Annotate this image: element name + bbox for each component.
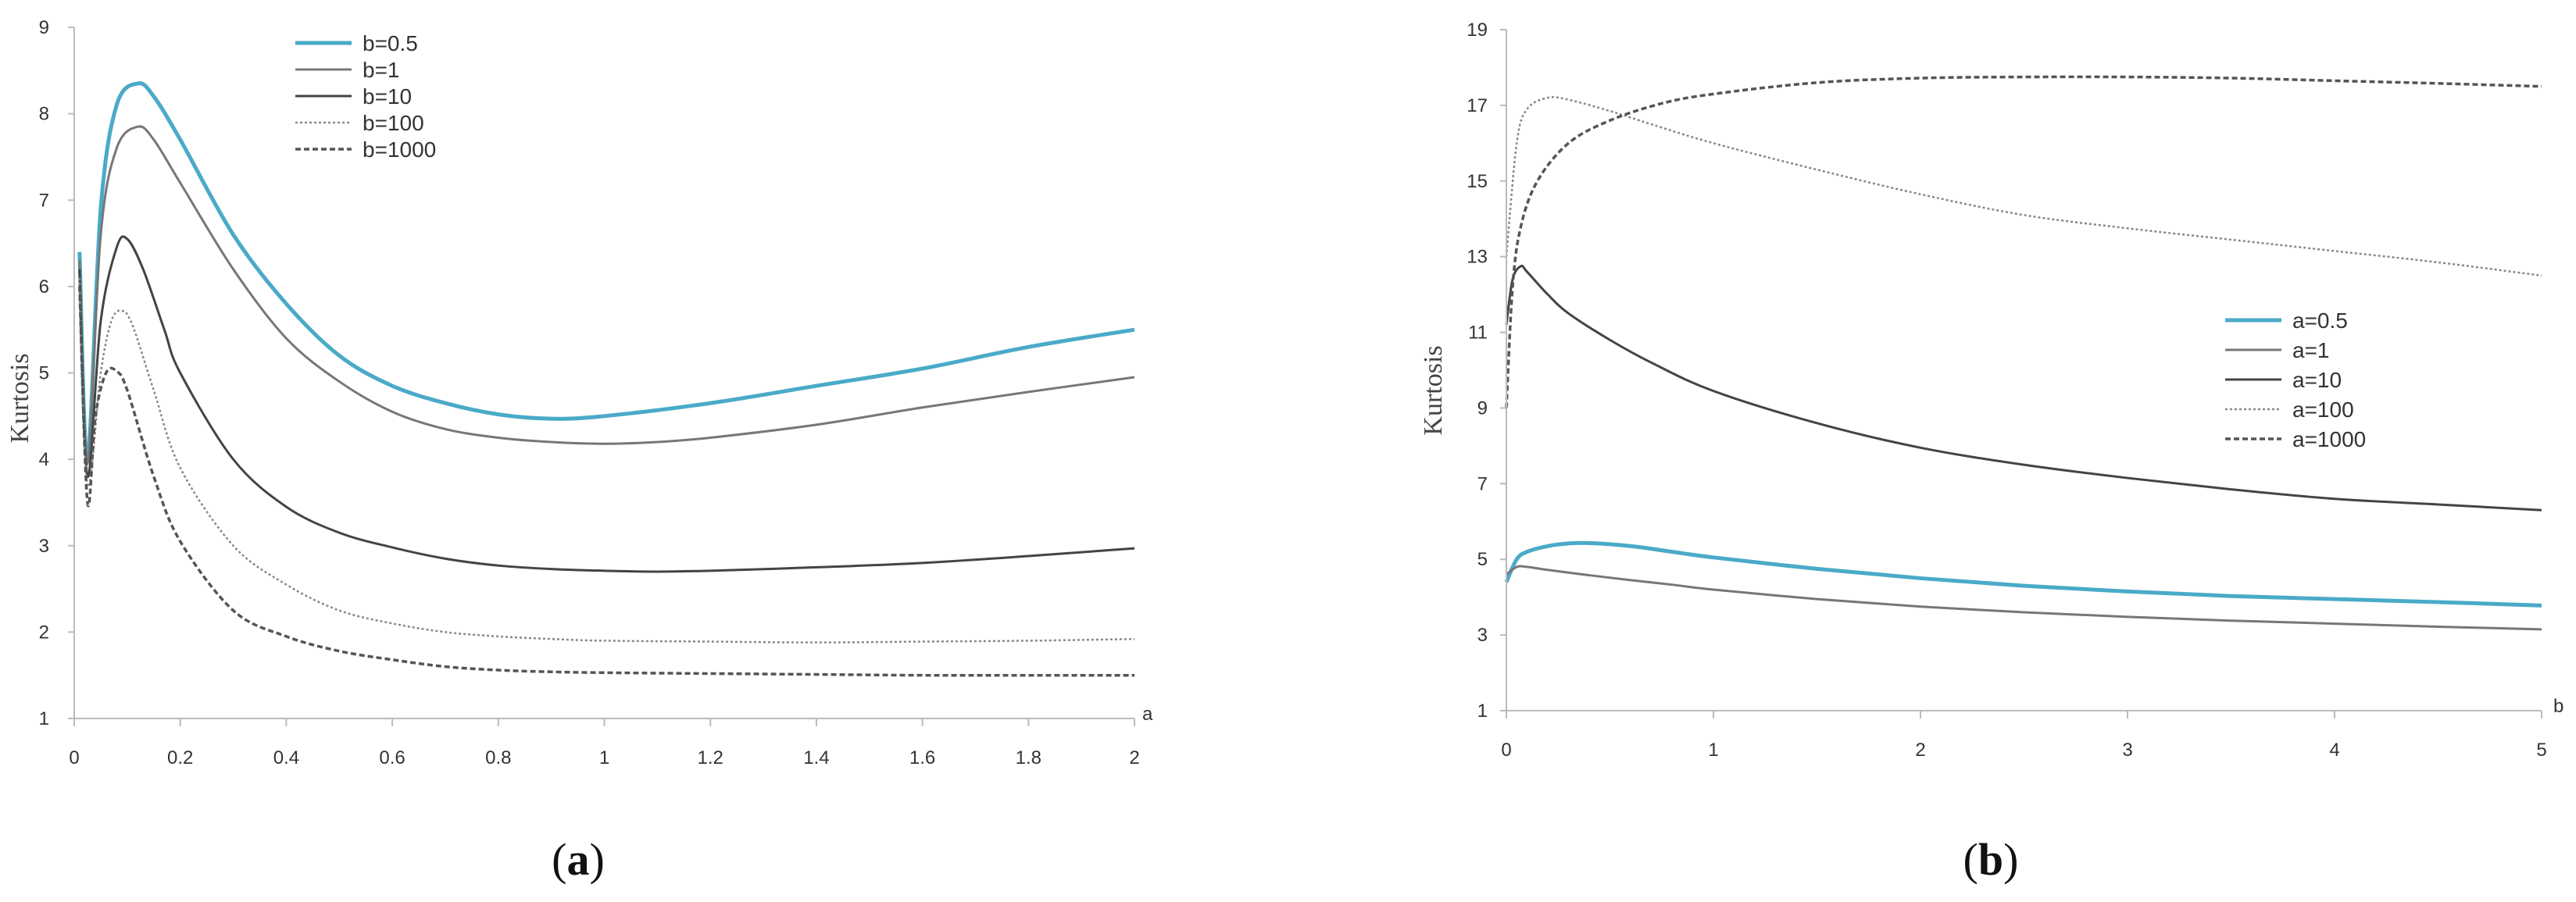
- x-tick-label: 1.4: [803, 747, 829, 768]
- x-tick-label: 2: [1129, 747, 1139, 768]
- legend-label: a=1000: [2292, 427, 2366, 451]
- chart-a-ylabel: Kurtosis: [5, 353, 34, 443]
- y-tick-label: 9: [39, 17, 49, 38]
- x-tick-label: 0.6: [379, 747, 405, 768]
- legend-label: a=1: [2292, 338, 2330, 362]
- series-line-a-0-5: [1504, 540, 2542, 608]
- y-tick-label: 17: [1467, 95, 1488, 116]
- y-tick-label: 7: [1477, 473, 1488, 494]
- legend-label: a=0.5: [2292, 308, 2348, 333]
- x-tick-label: 1: [599, 747, 609, 768]
- y-tick-label: 6: [39, 276, 49, 298]
- series-line-a-100: [1505, 96, 2542, 277]
- series-line-b-1: [78, 125, 1135, 465]
- y-tick-label: 2: [39, 622, 49, 643]
- y-tick-label: 1: [1477, 701, 1488, 722]
- legend-label: b=0.5: [363, 31, 418, 55]
- x-tick-label: 2: [1915, 740, 1925, 761]
- y-tick-label: 13: [1467, 247, 1488, 268]
- y-tick-label: 5: [39, 363, 49, 384]
- y-tick-label: 19: [1467, 20, 1488, 41]
- series-line-b-10: [78, 235, 1135, 573]
- x-tick-label: 0.8: [485, 747, 511, 768]
- x-tick-label: 1.6: [909, 747, 935, 768]
- chart-a: Kurtosis a 1 2 3 4 5 6 7 8 9 0 0.2 0.4 0.6 0.8 1 1.2 1.4…: [5, 17, 1153, 885]
- y-tick-label: 5: [1477, 549, 1488, 570]
- panel-label-a: (a): [552, 834, 605, 885]
- x-tick-label: 1: [1708, 740, 1718, 761]
- y-tick-label: 3: [39, 536, 49, 557]
- legend-label: b=1000: [363, 137, 436, 162]
- y-tick-label: 4: [39, 449, 49, 470]
- x-tick-label: 4: [2329, 740, 2339, 761]
- chart-a-xlabel: a: [1142, 704, 1153, 725]
- x-tick-label: 1.8: [1016, 747, 1041, 768]
- y-tick-label: 1: [39, 708, 49, 729]
- y-tick-label: 7: [39, 190, 49, 211]
- legend-label: a=10: [2292, 368, 2342, 392]
- series-line-a-1: [1506, 565, 2542, 631]
- x-tick-label: 0: [1501, 740, 1511, 761]
- series-line-a-1000: [1505, 75, 2542, 408]
- x-tick-label: 3: [2122, 740, 2132, 761]
- y-tick-label: 8: [39, 104, 49, 125]
- legend-label: b=100: [363, 111, 424, 135]
- legend-label: b=1: [363, 58, 400, 82]
- x-tick-label: 0.2: [167, 747, 193, 768]
- x-tick-label: 0.4: [273, 747, 299, 768]
- x-tick-label: 5: [2536, 740, 2546, 761]
- chart-b-xlabel: b: [2553, 696, 2563, 717]
- panel-label-b: (b): [1963, 834, 2019, 885]
- series-line-b-1000: [78, 286, 1135, 677]
- y-tick-label: 15: [1467, 171, 1488, 192]
- chart-b-ylabel: Kurtosis: [1419, 345, 1448, 435]
- series-line-a-10: [1505, 264, 2542, 512]
- series-line-b-100: [78, 277, 1135, 644]
- legend-label: a=100: [2292, 398, 2354, 422]
- series-line-b-0-5: [77, 81, 1135, 462]
- x-tick-label: 1.2: [698, 747, 723, 768]
- x-tick-label: 0: [69, 747, 79, 768]
- y-tick-label: 3: [1477, 625, 1488, 646]
- y-tick-label: 9: [1477, 398, 1488, 419]
- y-tick-label: 11: [1468, 323, 1488, 344]
- legend-label: b=10: [363, 84, 412, 109]
